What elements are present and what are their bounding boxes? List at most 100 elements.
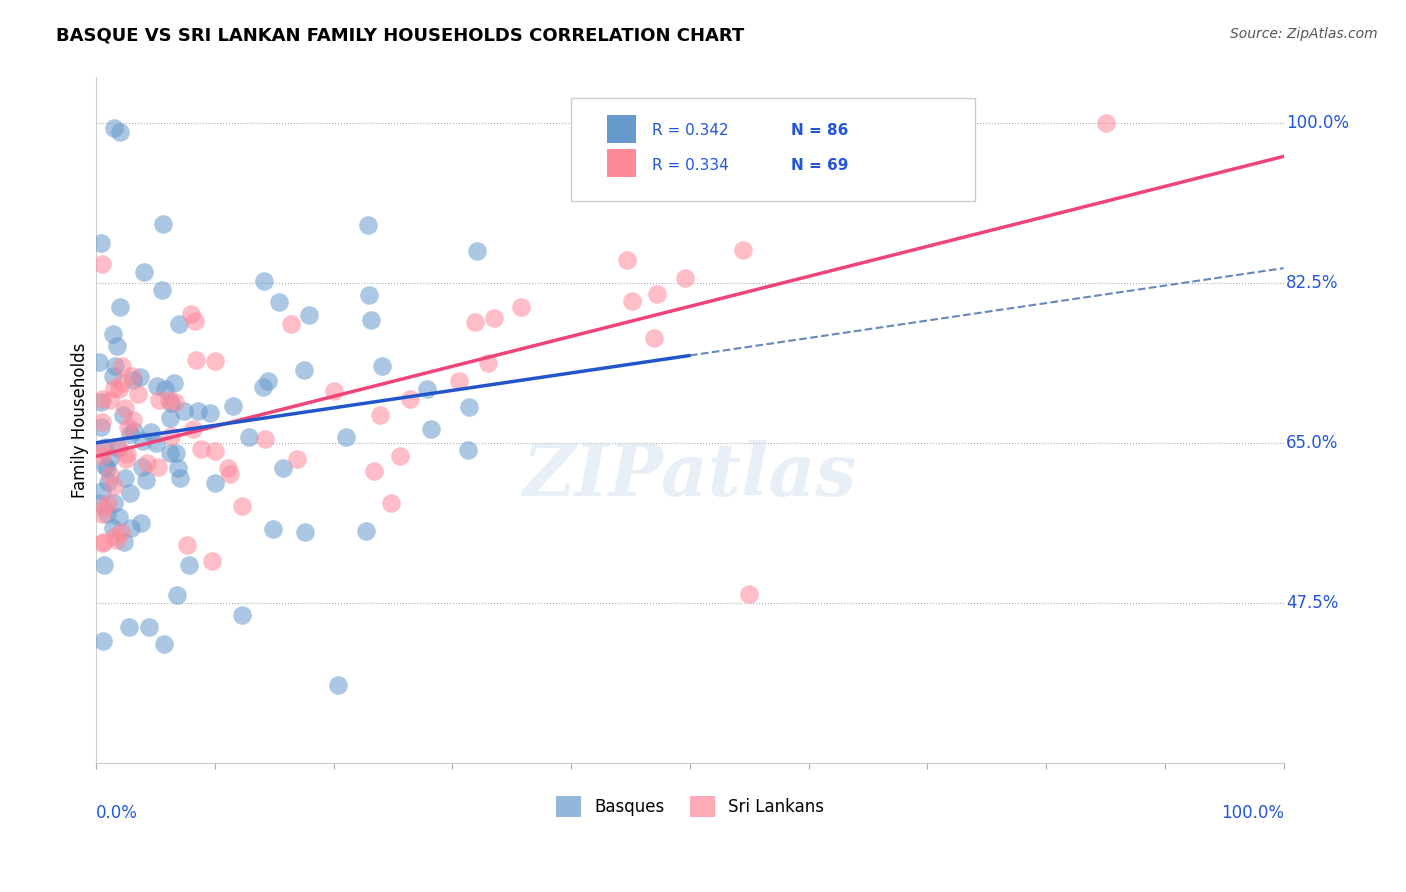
Basques: [97, 475, 120, 489]
Sri Lankans: [621, 294, 644, 309]
Text: 82.5%: 82.5%: [1286, 274, 1339, 293]
Basques: [87, 496, 110, 510]
Basques: [96, 507, 118, 521]
Basques: [103, 496, 125, 510]
Sri Lankans: [91, 449, 114, 463]
Sri Lankans: [111, 359, 134, 374]
Basques: [129, 516, 152, 531]
Basques: [139, 425, 162, 440]
Sri Lankans: [509, 300, 531, 314]
Sri Lankans: [91, 536, 114, 550]
Sri Lankans: [117, 420, 139, 434]
Basques: [96, 460, 118, 475]
Basques: [120, 427, 142, 442]
Sri Lankans: [176, 538, 198, 552]
Sri Lankans: [180, 307, 202, 321]
Sri Lankans: [91, 415, 114, 429]
Basques: [253, 274, 276, 288]
Sri Lankans: [738, 587, 761, 601]
Sri Lankans: [482, 311, 505, 326]
Basques: [294, 524, 316, 539]
Sri Lankans: [103, 381, 125, 395]
Basques: [173, 403, 195, 417]
Basques: [153, 382, 176, 396]
Sri Lankans: [616, 140, 638, 154]
Basques: [238, 430, 260, 444]
Basques: [204, 475, 226, 490]
Basques: [160, 396, 183, 410]
Sri Lankans: [204, 354, 226, 368]
Sri Lankans: [100, 468, 122, 483]
Basques: [94, 440, 117, 454]
Basques: [271, 461, 294, 475]
Sri Lankans: [146, 460, 169, 475]
Sri Lankans: [643, 330, 665, 344]
Basques: [165, 445, 187, 459]
Sri Lankans: [115, 452, 138, 467]
Text: BASQUE VS SRI LANKAN FAMILY HOUSEHOLDS CORRELATION CHART: BASQUE VS SRI LANKAN FAMILY HOUSEHOLDS C…: [56, 27, 745, 45]
Sri Lankans: [93, 500, 115, 514]
Basques: [457, 443, 479, 458]
Sri Lankans: [363, 464, 385, 478]
Basques: [101, 521, 124, 535]
Basques: [120, 486, 142, 500]
Basques: [252, 379, 274, 393]
Basques: [101, 369, 124, 384]
Basques: [222, 399, 245, 413]
Sri Lankans: [91, 392, 114, 406]
Basques: [112, 408, 135, 422]
Basques: [131, 460, 153, 475]
Text: N = 69: N = 69: [790, 158, 848, 173]
Y-axis label: Family Households: Family Households: [72, 343, 89, 498]
Basques: [159, 446, 181, 460]
Basques: [93, 634, 115, 648]
Sri Lankans: [98, 393, 121, 408]
Sri Lankans: [219, 467, 242, 482]
FancyBboxPatch shape: [607, 150, 637, 177]
Basques: [150, 284, 173, 298]
Basques: [169, 471, 191, 485]
Text: 100.0%: 100.0%: [1220, 805, 1284, 822]
Sri Lankans: [91, 257, 114, 271]
Text: 47.5%: 47.5%: [1286, 594, 1339, 612]
Sri Lankans: [204, 444, 226, 458]
Basques: [354, 524, 377, 539]
Sri Lankans: [285, 451, 308, 466]
Basques: [163, 376, 186, 390]
Sri Lankans: [104, 528, 127, 542]
Sri Lankans: [184, 313, 207, 327]
Basques: [122, 373, 145, 387]
Sri Lankans: [322, 384, 344, 399]
Basques: [90, 420, 112, 434]
Sri Lankans: [159, 392, 181, 407]
Text: R = 0.342: R = 0.342: [652, 123, 728, 138]
Sri Lankans: [399, 392, 422, 407]
Sri Lankans: [1094, 116, 1116, 130]
Basques: [90, 484, 112, 499]
Basques: [267, 295, 290, 310]
Sri Lankans: [121, 413, 143, 427]
Sri Lankans: [91, 442, 114, 457]
Sri Lankans: [93, 534, 115, 549]
Sri Lankans: [115, 447, 138, 461]
Basques: [112, 535, 135, 549]
Sri Lankans: [111, 376, 134, 391]
Sri Lankans: [165, 395, 187, 409]
Basques: [335, 430, 357, 444]
Basques: [256, 374, 278, 388]
Basques: [90, 235, 112, 250]
Basques: [104, 359, 127, 374]
Basques: [360, 312, 382, 326]
Basques: [98, 451, 121, 466]
FancyBboxPatch shape: [571, 98, 974, 201]
Basques: [146, 379, 169, 393]
Sri Lankans: [91, 507, 114, 521]
Basques: [87, 355, 110, 369]
Basques: [297, 308, 319, 322]
Basques: [128, 370, 150, 384]
Text: Source: ZipAtlas.com: Source: ZipAtlas.com: [1230, 27, 1378, 41]
Sri Lankans: [121, 369, 143, 384]
Sri Lankans: [160, 429, 183, 443]
Sri Lankans: [148, 393, 170, 408]
Sri Lankans: [107, 440, 129, 454]
